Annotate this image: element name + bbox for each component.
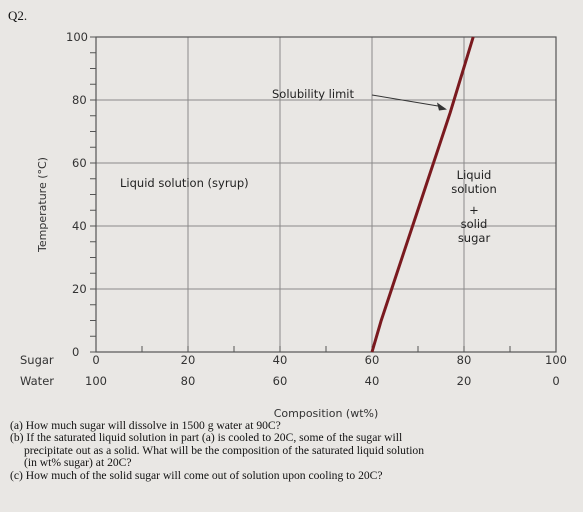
y-tick-label: 80 [72,93,87,107]
x-tick-label: 0 [92,353,99,367]
solubility-limit-arrowhead [436,102,447,111]
two-phase-label-line: + [469,203,479,217]
y-tick-label: 20 [72,282,87,296]
x-tick-label: 60 [273,374,288,388]
question-b-line-3: (in wt% sugar) at 20C? [24,456,132,470]
question-a: (a) How much sugar will dissolve in 1500… [10,419,281,432]
two-phase-label-line: solution [451,182,497,196]
question-b-line-2: precipitate out as a solid. What will be… [24,443,425,457]
solubility-limit-label: Solubility limit [272,87,354,101]
y-tick-label: 0 [72,345,79,359]
y-tick-label: 100 [66,30,88,44]
x-tick-label: 20 [457,374,472,388]
x-tick-label: 80 [181,374,196,388]
x-tick-label: 20 [181,353,196,367]
x-tick-label: 80 [457,353,472,367]
x-tick-label: 60 [365,353,380,367]
x-tick-label: 40 [273,353,288,367]
two-phase-label-line: Liquid [457,168,492,182]
two-phase-label-line: sugar [458,231,491,245]
question-b-line-1: (b) If the saturated liquid solution in … [10,431,403,445]
two-phase-label-line: solid [461,217,488,231]
x-tick-labels: Sugar 0 20 40 60 80 100 Water 100 80 60 40 20 0 [20,353,567,388]
x-tick-label: 100 [545,353,567,367]
liquid-region-label: Liquid solution (syrup) [120,176,249,190]
x-row-label: Water [20,374,54,388]
phase-diagram-chart: 0 20 40 60 80 100 Sugar 0 20 40 60 80 100 Water 100 80… [20,30,567,420]
question-text: (a) How much sugar will dissolve in 1500… [10,419,575,482]
question-number: Q2. [8,8,28,23]
x-axis-label: Composition (wt%) [274,407,379,420]
question-c: (c) How much of the solid sugar will com… [10,468,383,482]
x-tick-label: 0 [552,374,559,388]
solubility-limit-curve [370,36,475,353]
y-tick-label: 60 [72,156,87,170]
y-tick-label: 40 [72,219,87,233]
y-tick-labels: 0 20 40 60 80 100 [66,30,88,359]
solubility-limit-arrow [371,94,442,107]
x-row-label: Sugar [20,353,54,367]
x-tick-label: 40 [365,374,380,388]
question-b: (b) If the saturated liquid solution in … [10,432,575,469]
y-axis-label: Temperature (°C) [36,157,49,253]
grid-lines [96,37,556,352]
x-tick-label: 100 [85,374,107,388]
